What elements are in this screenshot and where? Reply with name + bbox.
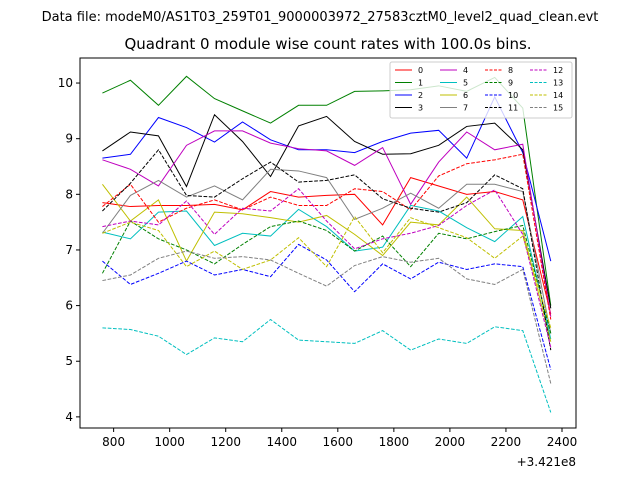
x-tick-label: 2400 [547, 435, 578, 449]
legend-label-1: 1 [418, 79, 423, 88]
series-line-7 [102, 168, 552, 334]
legend-label-6: 6 [463, 91, 468, 100]
series-line-8 [102, 153, 552, 320]
legend-label-0: 0 [418, 66, 423, 75]
series-line-11 [102, 148, 552, 351]
legend-label-11: 11 [508, 104, 518, 113]
y-tick-label: 10 [58, 76, 73, 90]
y-tick-label: 5 [65, 354, 73, 368]
y-tick-label: 9 [65, 132, 73, 146]
x-tick-label: 1400 [266, 435, 297, 449]
legend-label-8: 8 [508, 66, 513, 75]
series-line-6 [102, 183, 552, 342]
chart-title: Quadrant 0 module wise count rates with … [124, 35, 531, 53]
legend-label-15: 15 [553, 104, 563, 113]
x-tick-label: 1200 [210, 435, 241, 449]
legend-box [389, 61, 573, 119]
x-tick-label: 1800 [379, 435, 410, 449]
y-tick-label: 6 [65, 299, 73, 313]
x-tick-label: 2000 [435, 435, 466, 449]
y-axis: 4 5 6 7 8 9 10 [58, 76, 80, 424]
suptitle: Data file: modeM0/AS1T03_259T01_90000039… [42, 10, 599, 25]
series-line-4 [102, 130, 552, 317]
series-line-15 [102, 250, 552, 384]
legend-label-3: 3 [418, 104, 423, 113]
series-line-5 [102, 204, 552, 340]
legend-label-14: 14 [553, 91, 563, 100]
series-line-13 [102, 318, 552, 413]
series-line-14 [102, 215, 552, 328]
x-tick-label: 2200 [491, 435, 522, 449]
x-offset-label: +3.421e8 [517, 455, 576, 469]
legend-label-5: 5 [463, 79, 468, 88]
series-line-9 [101, 220, 552, 334]
y-tick-label: 7 [65, 243, 73, 257]
y-tick-label: 4 [65, 410, 73, 424]
plot-frame [79, 57, 577, 429]
series-line-10 [102, 243, 552, 370]
series-line-0 [102, 177, 552, 315]
legend-label-4: 4 [463, 66, 468, 75]
legend-label-2: 2 [418, 91, 423, 100]
legend-label-12: 12 [553, 66, 563, 75]
series-layer [101, 75, 552, 413]
series-line-3 [102, 113, 552, 309]
y-tick-label: 8 [65, 187, 73, 201]
x-axis: 800 1000 1200 1400 1600 1800 2000 2200 2400 [102, 428, 577, 449]
legend-label-9: 9 [508, 79, 513, 88]
legend-label-13: 13 [553, 79, 563, 88]
legend-label-7: 7 [463, 104, 468, 113]
legend-label-10: 10 [508, 91, 518, 100]
x-tick-label: 800 [102, 435, 125, 449]
series-line-12 [102, 188, 552, 348]
x-tick-label: 1600 [323, 435, 354, 449]
x-tick-label: 1000 [154, 435, 185, 449]
